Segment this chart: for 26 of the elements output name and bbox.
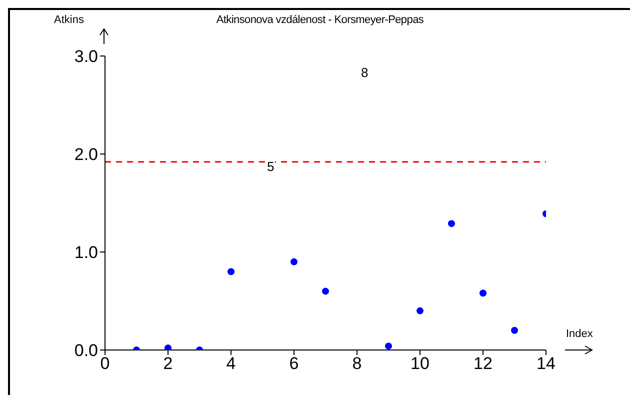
point [385,342,392,350]
y-axis-title: Atkins [54,14,84,26]
annotation: 8 [360,65,370,80]
point [228,268,234,276]
point [322,288,329,295]
point [480,290,486,297]
x-axis-title: Index [566,328,593,340]
point [511,326,518,334]
x-tick-label: 12 [474,354,492,374]
annotation: 5 [266,159,276,174]
chart-title: Atkinsonova vzdálenost - Korsmeyer-Peppas [216,14,424,26]
y-tick-label: 3.0 [74,47,98,66]
point [164,344,172,350]
y-tick-label: 0.0 [74,341,98,360]
x-tick-label: 14 [536,354,556,374]
x-tick-label: 0 [100,354,110,374]
point [448,220,455,228]
y-tick-label: 1.0 [74,243,98,262]
x-tick-label: 6 [289,354,299,374]
x-tick-label: 10 [410,354,430,374]
point [290,258,298,266]
x-tick-label: 4 [226,354,236,374]
point [416,307,424,314]
y-tick-label: 2.0 [74,145,98,164]
x-tick-label: 2 [163,354,173,374]
x-tick-label: 8 [352,354,362,374]
